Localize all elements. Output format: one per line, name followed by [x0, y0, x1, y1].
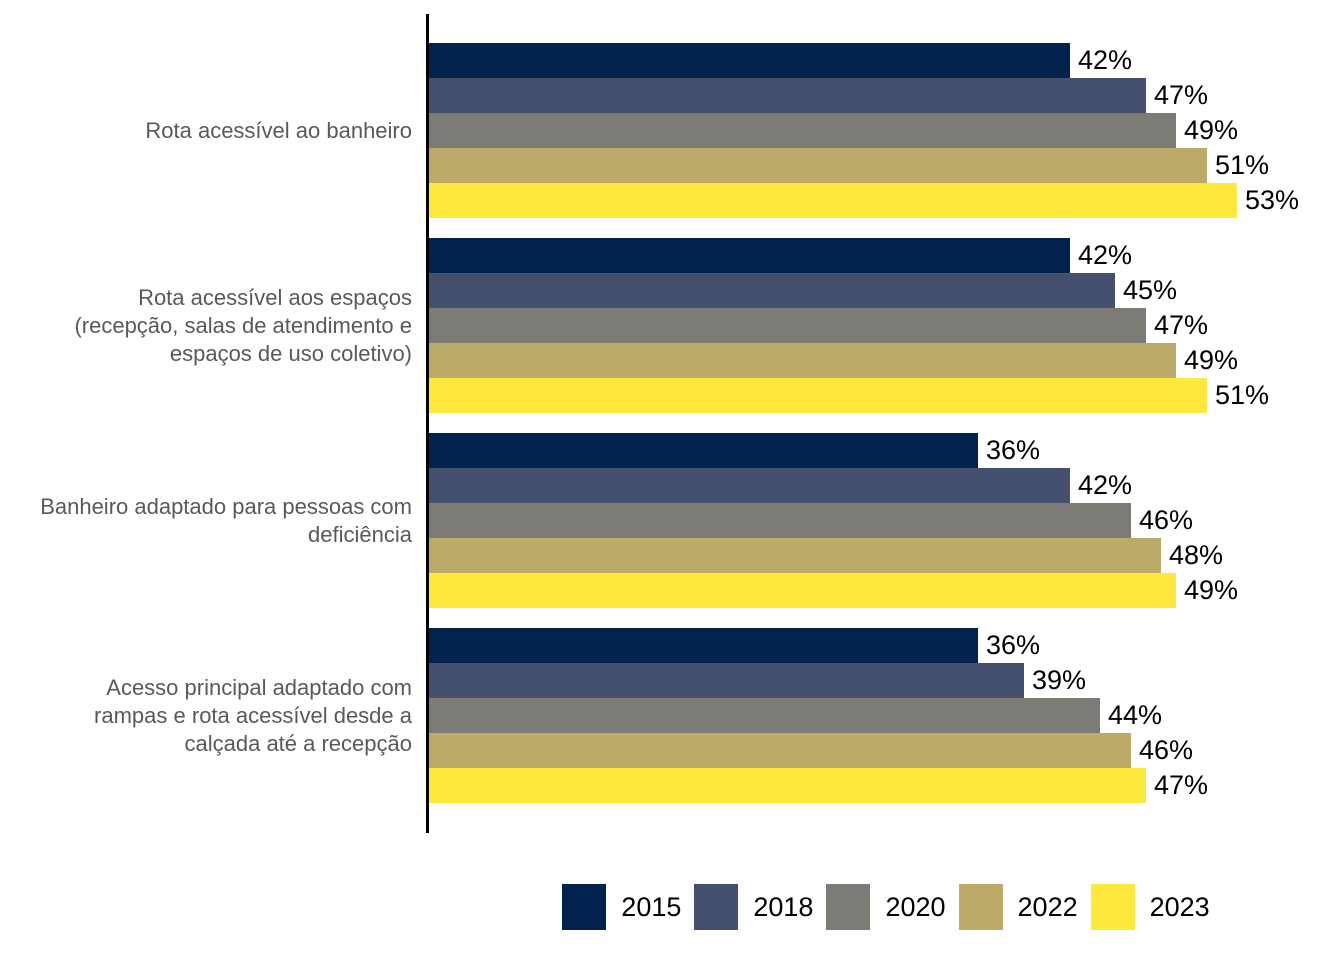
bar-value-label: 49% [1184, 575, 1239, 605]
legend-item-2015: 2015 [562, 884, 681, 930]
category-label-line: Rota acessível aos espaços [138, 284, 412, 310]
bar-value-label: 36% [986, 435, 1041, 465]
y-axis-line [426, 14, 429, 833]
category-label-line: Rota acessível ao banheiro [145, 117, 412, 143]
bar-2015-group-4 [429, 628, 978, 663]
bar-2023-group-1 [429, 183, 1237, 218]
legend-label: 2018 [753, 891, 814, 922]
bar-value-label: 42% [1078, 45, 1133, 75]
bar-2023-group-2 [429, 378, 1207, 413]
category-label-line: deficiência [308, 521, 412, 547]
category-label-line: rampas e rota acessível desde a [94, 702, 412, 728]
legend-label: 2023 [1149, 891, 1210, 922]
legend-swatch-2015 [562, 884, 607, 930]
bar-value-label: 45% [1123, 275, 1178, 305]
bar-value-label: 49% [1184, 115, 1239, 145]
bar-2022-group-2 [429, 343, 1176, 378]
legend-swatch-2023 [1090, 884, 1135, 930]
bar-value-label: 49% [1184, 345, 1239, 375]
bar-value-label: 36% [986, 630, 1041, 660]
category-label: Banheiro adaptado para pessoas com defici… [0, 433, 412, 608]
legend-item-2023: 2023 [1090, 884, 1210, 930]
category-label: Acesso principal adaptado com rampas e ro… [0, 628, 412, 803]
bar-value-label: 48% [1169, 540, 1224, 570]
bar-2022-group-3 [429, 538, 1161, 573]
legend-label: 2022 [1017, 891, 1078, 922]
bar-value-label: 44% [1108, 700, 1163, 730]
legend-item-2022: 2022 [958, 884, 1078, 930]
bar-value-label: 42% [1078, 240, 1133, 270]
bar-value-label: 47% [1154, 310, 1209, 340]
bar-2020-group-4 [429, 698, 1100, 733]
bar-2023-group-4 [429, 768, 1146, 803]
category-label: Rota acessível aos espaços (recepção, sal… [0, 238, 412, 413]
legend-swatch-2020 [826, 884, 871, 930]
bar-value-label: 47% [1154, 770, 1209, 800]
bar-value-label: 47% [1154, 80, 1209, 110]
category-label-line: espaços de uso coletivo) [169, 340, 412, 366]
bar-2020-group-2 [429, 308, 1146, 343]
bar-value-label: 46% [1139, 505, 1194, 535]
bar-2023-group-3 [429, 573, 1176, 608]
bar-value-label: 51% [1215, 380, 1270, 410]
bar-2015-group-1 [429, 43, 1070, 78]
bar-2020-group-3 [429, 503, 1131, 538]
category-label-line: (recepção, salas de atendimento e [74, 312, 412, 338]
category-label-line: Acesso principal adaptado com [106, 674, 412, 700]
bar-2018-group-3 [429, 468, 1070, 503]
bar-value-label: 39% [1032, 665, 1087, 695]
bar-2018-group-1 [429, 78, 1146, 113]
bar-2018-group-4 [429, 663, 1024, 698]
legend-label: 2015 [621, 891, 682, 922]
category-label-line: Banheiro adaptado para pessoas com [40, 493, 412, 519]
legend-item-2018: 2018 [694, 884, 813, 930]
bar-value-label: 51% [1215, 150, 1270, 180]
legend-item-2020: 2020 [826, 884, 946, 930]
legend-swatch-2022 [958, 884, 1003, 930]
legend-label: 2020 [885, 891, 946, 922]
bar-value-label: 46% [1139, 735, 1194, 765]
category-label-line: calçada até a recepção [184, 730, 413, 756]
bar-2022-group-4 [429, 733, 1131, 768]
bar-value-label: 53% [1245, 185, 1300, 215]
category-label: Rota acessível ao banheiro [0, 43, 412, 218]
bar-2022-group-1 [429, 148, 1207, 183]
bar-2018-group-2 [429, 273, 1115, 308]
bar-2015-group-2 [429, 238, 1070, 273]
legend-swatch-2018 [694, 884, 739, 930]
bar-2015-group-3 [429, 433, 978, 468]
legend: 2015 2018 2020 2022 2023 [428, 884, 1344, 930]
bar-2020-group-1 [429, 113, 1176, 148]
bar-value-label: 42% [1078, 470, 1133, 500]
